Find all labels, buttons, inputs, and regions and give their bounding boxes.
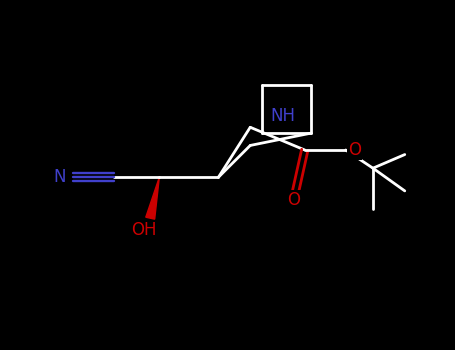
Polygon shape — [146, 177, 159, 219]
Text: O: O — [287, 191, 300, 209]
Text: N: N — [54, 168, 66, 186]
Text: O: O — [348, 141, 361, 159]
Text: OH: OH — [131, 220, 156, 239]
Text: NH: NH — [271, 107, 296, 125]
